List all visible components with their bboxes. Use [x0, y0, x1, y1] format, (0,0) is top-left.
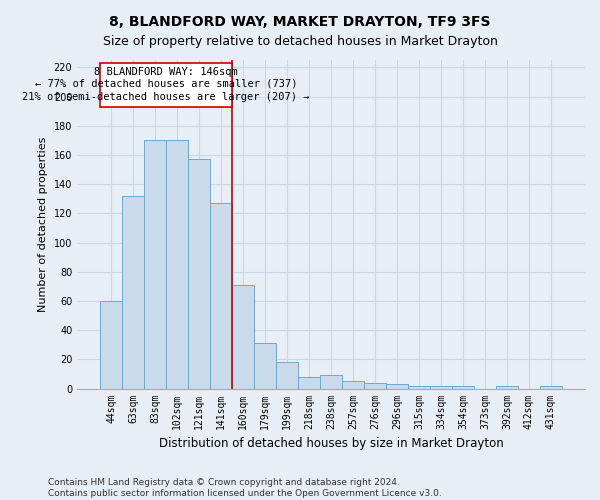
- Text: 8, BLANDFORD WAY, MARKET DRAYTON, TF9 3FS: 8, BLANDFORD WAY, MARKET DRAYTON, TF9 3F…: [109, 15, 491, 29]
- Text: 8 BLANDFORD WAY: 146sqm: 8 BLANDFORD WAY: 146sqm: [94, 68, 238, 78]
- Bar: [452, 386, 474, 388]
- Bar: [364, 382, 386, 388]
- Text: ← 77% of detached houses are smaller (737): ← 77% of detached houses are smaller (73…: [35, 79, 298, 89]
- Bar: [144, 140, 166, 388]
- Bar: [254, 344, 276, 388]
- Bar: [496, 386, 518, 388]
- Bar: [100, 301, 122, 388]
- Text: Contains HM Land Registry data © Crown copyright and database right 2024.
Contai: Contains HM Land Registry data © Crown c…: [48, 478, 442, 498]
- Bar: [430, 386, 452, 388]
- Bar: [408, 386, 430, 388]
- X-axis label: Distribution of detached houses by size in Market Drayton: Distribution of detached houses by size …: [159, 437, 503, 450]
- Bar: [320, 376, 342, 388]
- Bar: [342, 382, 364, 388]
- Bar: [166, 140, 188, 388]
- Bar: [122, 196, 144, 388]
- Bar: [540, 386, 562, 388]
- Bar: [386, 384, 408, 388]
- Y-axis label: Number of detached properties: Number of detached properties: [38, 136, 48, 312]
- Bar: [276, 362, 298, 388]
- Bar: [210, 203, 232, 388]
- Bar: [232, 285, 254, 389]
- FancyBboxPatch shape: [100, 63, 232, 106]
- Text: 21% of semi-detached houses are larger (207) →: 21% of semi-detached houses are larger (…: [22, 92, 310, 102]
- Bar: [188, 160, 210, 388]
- Bar: [298, 377, 320, 388]
- Text: Size of property relative to detached houses in Market Drayton: Size of property relative to detached ho…: [103, 35, 497, 48]
